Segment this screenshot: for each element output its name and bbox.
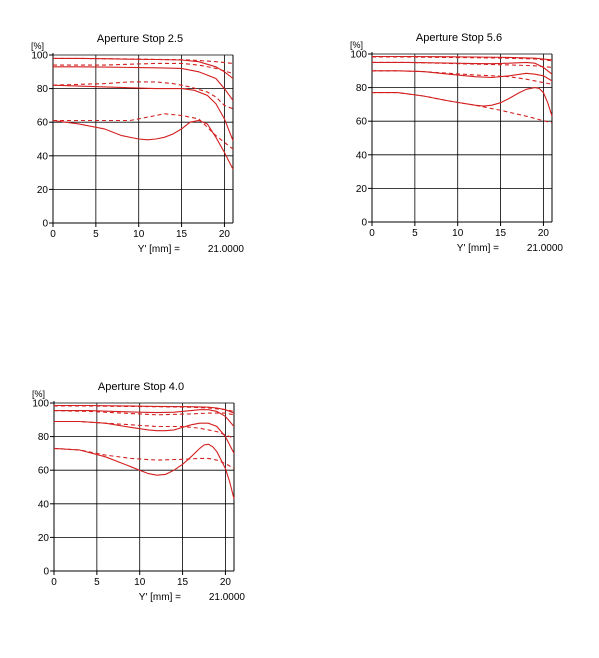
image-height-value: 21.0000 <box>209 592 246 603</box>
mtf-series-6-dashed <box>372 70 553 85</box>
y-tick-label: 20 <box>38 533 50 544</box>
x-tick-label: 5 <box>412 228 418 239</box>
mtf-series-7-solid <box>372 87 553 117</box>
x-axis-label: Y' [mm] = <box>138 244 180 255</box>
mtf-series-2-dashed <box>53 57 234 64</box>
x-tick-label: 10 <box>133 229 145 240</box>
x-tick-label: 15 <box>495 228 507 239</box>
y-tick-label: 100 <box>31 51 48 62</box>
mtf-series-8-dashed <box>372 92 553 124</box>
y-tick-label: 80 <box>38 432 50 443</box>
y-tick-label: 100 <box>32 399 49 410</box>
x-tick-label: 5 <box>93 229 99 240</box>
y-axis-unit-label: [%] <box>350 40 363 50</box>
mtf-series-7-solid <box>53 443 235 499</box>
x-tick-label: 10 <box>452 228 464 239</box>
y-tick-label: 60 <box>37 118 49 129</box>
x-axis-label: Y' [mm] = <box>457 243 499 254</box>
y-tick-label: 40 <box>38 499 50 510</box>
chart-title: Aperture Stop 2.5 <box>96 33 184 45</box>
x-tick-label: 15 <box>177 577 189 588</box>
mtf-series-1-solid <box>53 57 234 79</box>
y-tick-label: 0 <box>361 218 367 229</box>
x-tick-label: 10 <box>134 577 146 588</box>
mtf-series-1-solid <box>372 55 553 61</box>
mtf-chart-stop-4-0: Aperture Stop 4.0 0 20 40 60 80 100 0 5 10 15 20 [%… <box>11 381 271 616</box>
x-tick-label: 5 <box>94 577 100 588</box>
mtf-series-5-solid <box>372 70 553 82</box>
mtf-series-4-dashed <box>53 62 234 75</box>
y-tick-label: 40 <box>356 150 368 161</box>
y-tick-label: 60 <box>356 117 368 128</box>
chart-title: Aperture Stop 5.6 <box>415 32 503 44</box>
y-tick-label: 60 <box>38 466 50 477</box>
mtf-series-2-dashed <box>54 405 235 412</box>
mtf-series-3-solid <box>53 66 234 101</box>
chart-plot: 0 20 40 60 80 100 0 5 10 15 20 [%] Y' [mm] = 21.0000 <box>32 389 246 603</box>
x-tick-label: 20 <box>220 577 232 588</box>
mtf-series-7-solid <box>52 119 234 170</box>
y-tick-label: 0 <box>42 219 48 230</box>
y-tick-label: 100 <box>350 50 367 61</box>
mtf-series-5-solid <box>52 84 234 141</box>
x-axis-label: Y' [mm] = <box>139 592 181 603</box>
y-tick-label: 80 <box>356 83 368 94</box>
x-tick-label: 20 <box>219 229 231 240</box>
y-tick-label: 20 <box>37 185 49 196</box>
mtf-series-4-dashed <box>53 410 235 416</box>
image-height-value: 21.0000 <box>527 243 564 254</box>
y-axis-unit-label: [%] <box>32 389 45 399</box>
mtf-series-6-dashed <box>52 81 234 110</box>
y-axis-unit-label: [%] <box>31 41 44 51</box>
x-tick-label: 0 <box>51 577 57 588</box>
mtf-series-8-dashed <box>53 447 235 469</box>
x-tick-label: 0 <box>369 228 375 239</box>
y-tick-label: 20 <box>356 184 368 195</box>
x-tick-label: 20 <box>538 228 550 239</box>
mtf-series-4-dashed <box>372 61 553 68</box>
chart-plot: 0 20 40 60 80 100 0 5 10 15 20 [%] Y' [mm] = 21.0000 <box>350 40 564 254</box>
mtf-chart-stop-2-5: Aperture Stop 2.5 0 20 40 60 80 100 0 5 10 15 20 [%… <box>10 33 270 268</box>
mtf-series-5-solid <box>54 420 235 454</box>
chart-title: Aperture Stop 4.0 <box>97 381 185 393</box>
y-tick-label: 80 <box>37 84 49 95</box>
image-height-value: 21.0000 <box>208 244 245 255</box>
mtf-chart-stop-5-6: Aperture Stop 5.6 0 20 40 60 80 100 0 5 10 15 20 [%… <box>329 32 589 267</box>
y-tick-label: 40 <box>37 151 49 162</box>
mtf-series-3-solid <box>54 409 235 427</box>
chart-plot: 0 20 40 60 80 100 0 5 10 15 20 [%] Y' [mm] = 21.0000 <box>31 41 245 255</box>
mtf-series-8-dashed <box>53 113 234 150</box>
y-tick-label: 0 <box>43 567 49 578</box>
mtf-series-6-dashed <box>54 420 235 439</box>
mtf-series-3-solid <box>372 61 553 75</box>
mtf-series-2-dashed <box>371 56 553 62</box>
x-tick-label: 0 <box>50 229 56 240</box>
x-tick-label: 15 <box>176 229 188 240</box>
